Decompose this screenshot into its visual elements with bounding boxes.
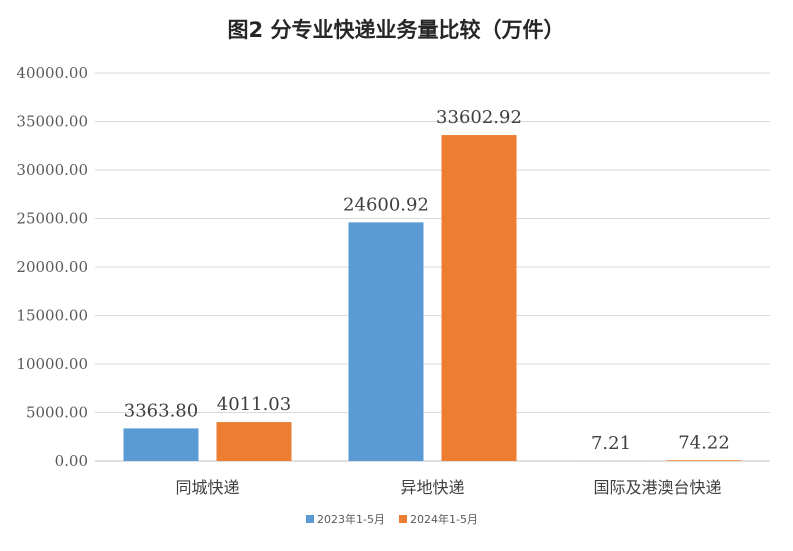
y-tick-label: 15000.00: [16, 307, 88, 325]
x-tick-label: 国际及港澳台快递: [593, 478, 721, 497]
bars: 3363.80 4011.03 24600.92 33602.92 7.21 74.22: [123, 107, 742, 461]
y-tick-label: 10000.00: [16, 355, 88, 373]
legend-label: 2023年1-5月: [317, 512, 385, 526]
y-tick-label: 25000.00: [16, 210, 88, 228]
y-tick-label: 5000.00: [26, 404, 88, 422]
x-axis: 同城快递 异地快递 国际及港澳台快递: [175, 478, 721, 497]
y-tick-label: 35000.00: [16, 113, 88, 131]
legend-label: 2024年1-5月: [410, 512, 478, 526]
gridlines: [95, 72, 770, 462]
legend: 2023年1-5月 2024年1-5月: [306, 512, 478, 526]
bar: [666, 460, 742, 461]
chart-title: 图2 分专业快递业务量比较（万件）: [228, 18, 565, 42]
bar: [441, 135, 517, 461]
data-label: 4011.03: [217, 394, 291, 415]
y-tick-label: 40000.00: [16, 64, 88, 82]
data-label: 3363.80: [124, 400, 198, 421]
y-tick-label: 20000.00: [16, 258, 88, 276]
data-label: 33602.92: [436, 107, 522, 128]
legend-swatch: [399, 515, 407, 523]
legend-swatch: [306, 515, 314, 523]
data-label: 7.21: [591, 433, 631, 454]
data-label: 24600.92: [343, 194, 429, 215]
x-tick-label: 同城快递: [175, 478, 239, 497]
bar: [216, 422, 292, 461]
bar: [123, 428, 199, 461]
x-tick-label: 异地快递: [400, 478, 464, 497]
data-label: 74.22: [678, 432, 730, 453]
y-axis: 0.00 5000.00 10000.00 15000.00 20000.00 25000…: [16, 64, 88, 470]
y-tick-label: 30000.00: [16, 161, 88, 179]
y-tick-label: 0.00: [55, 452, 88, 470]
bar: [348, 222, 424, 461]
